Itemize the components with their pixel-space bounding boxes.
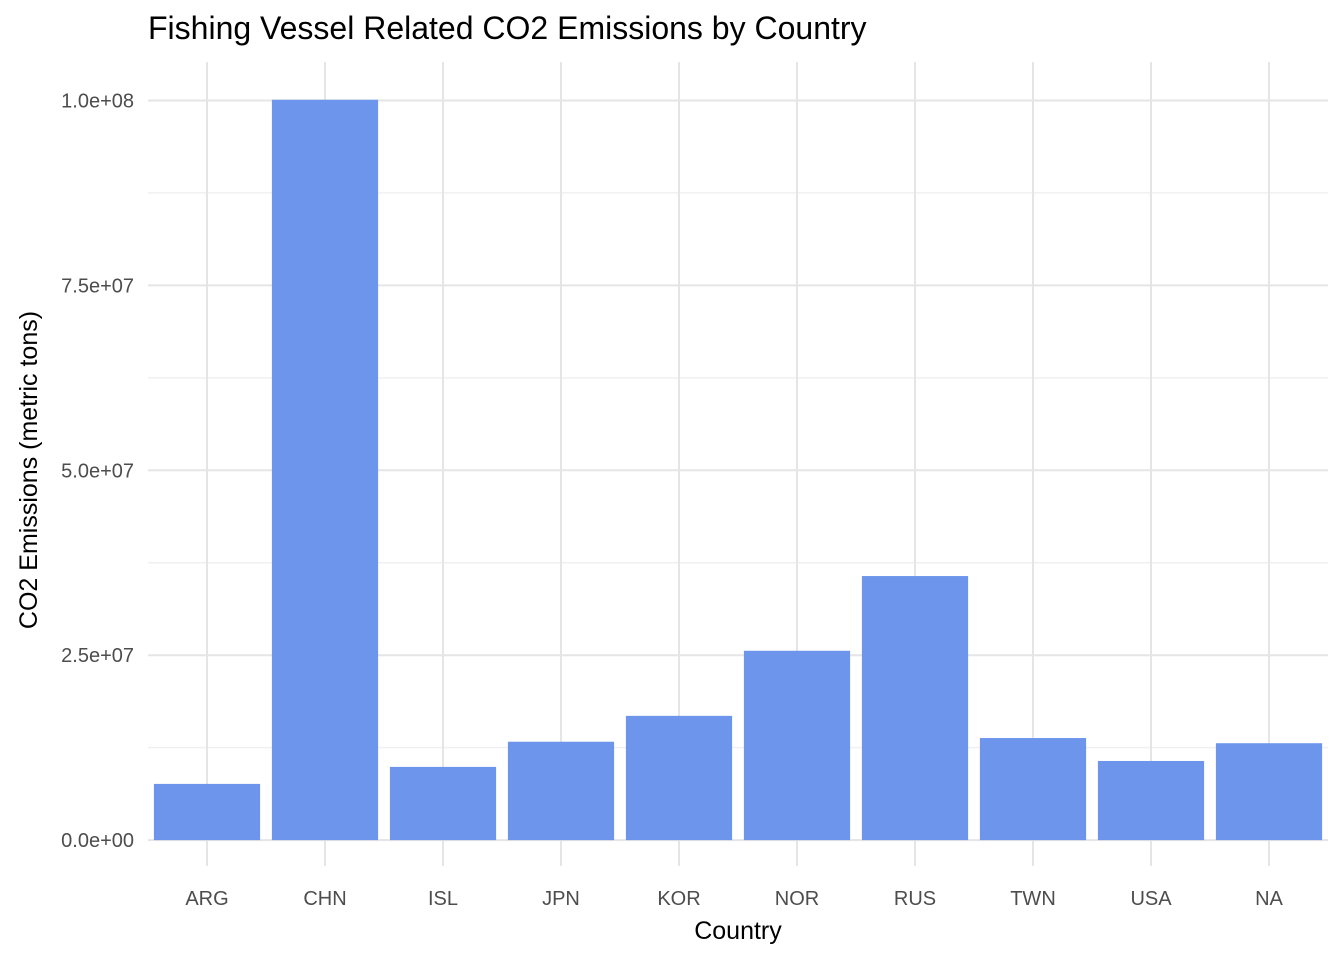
x-tick-label: RUS bbox=[894, 888, 936, 910]
bar-kor bbox=[625, 715, 733, 841]
bar-nor bbox=[743, 650, 851, 841]
bar-jpn bbox=[507, 741, 615, 841]
y-axis-title: CO2 Emissions (metric tons) bbox=[15, 311, 43, 629]
x-tick-label: ISL bbox=[428, 888, 458, 910]
x-tick-label: ARG bbox=[185, 888, 228, 910]
bar-isl bbox=[389, 766, 497, 841]
bar-chn bbox=[271, 99, 379, 841]
chart-title: Fishing Vessel Related CO2 Emissions by … bbox=[148, 10, 867, 46]
x-tick-label: USA bbox=[1130, 888, 1172, 910]
x-tick-label: KOR bbox=[657, 888, 700, 910]
x-axis-title: Country bbox=[694, 917, 782, 945]
x-tick-label: TWN bbox=[1010, 888, 1056, 910]
y-tick-label: 5.0e+07 bbox=[61, 460, 134, 482]
y-tick-label: 1.0e+08 bbox=[61, 90, 134, 112]
y-tick-label: 2.5e+07 bbox=[61, 645, 134, 667]
bar-na bbox=[1215, 743, 1323, 841]
x-tick-label: NOR bbox=[775, 888, 819, 910]
y-tick-label: 0.0e+00 bbox=[61, 830, 134, 852]
bar-twn bbox=[979, 738, 1087, 841]
x-tick-label: NA bbox=[1255, 888, 1283, 910]
bar-rus bbox=[861, 576, 969, 841]
x-tick-label: JPN bbox=[542, 888, 580, 910]
x-axis-ticks: ARG CHN ISL JPN KOR NOR RUS TWN USA NA bbox=[185, 888, 1283, 910]
bar-arg bbox=[153, 783, 261, 841]
bar-usa bbox=[1097, 760, 1205, 841]
bars bbox=[153, 99, 1323, 841]
x-tick-label: CHN bbox=[303, 888, 346, 910]
y-axis-ticks: 0.0e+00 2.5e+07 5.0e+07 7.5e+07 1.0e+08 bbox=[61, 90, 134, 852]
y-tick-label: 7.5e+07 bbox=[61, 275, 134, 297]
